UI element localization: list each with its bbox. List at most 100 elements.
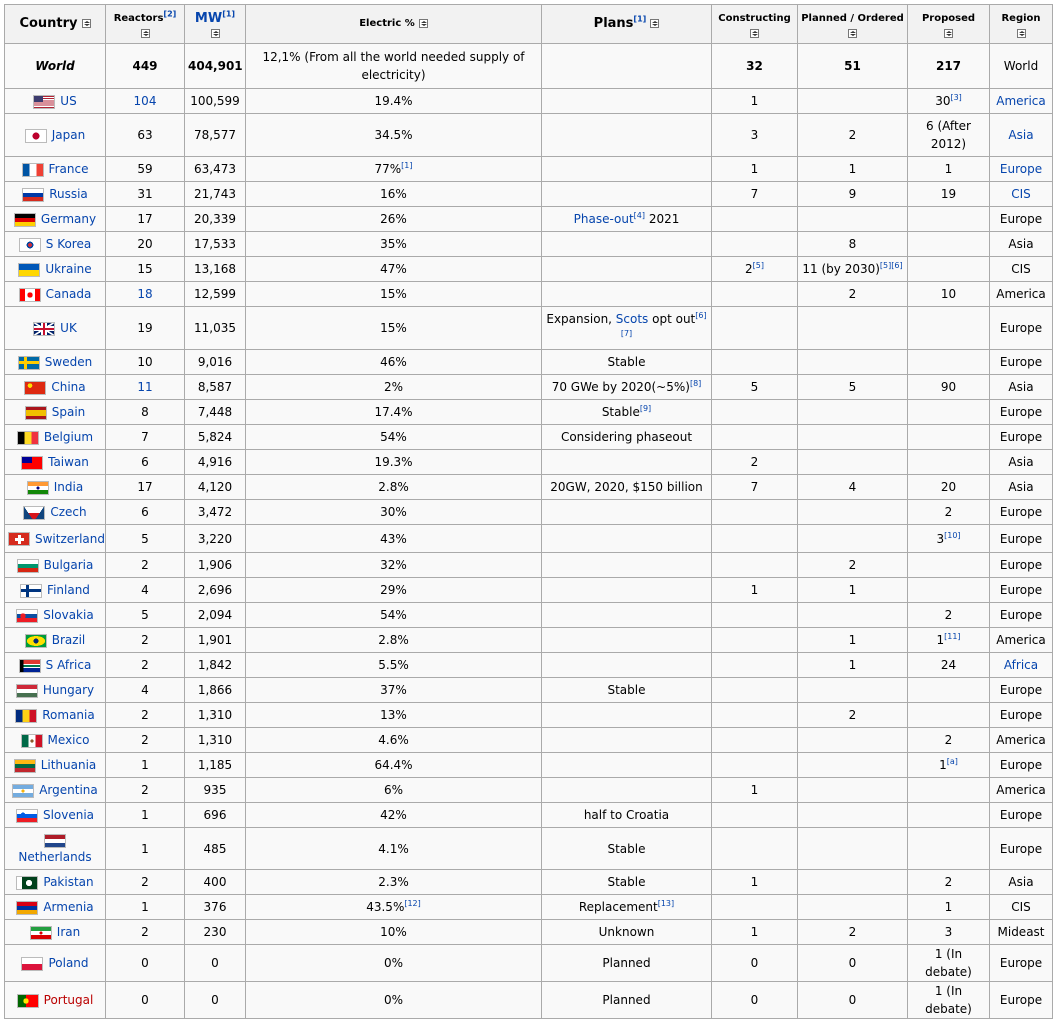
country-link[interactable]: Finland xyxy=(47,583,90,597)
mw-cell: 1,901 xyxy=(184,627,246,653)
region-link[interactable]: Europe xyxy=(999,162,1043,176)
country-link[interactable]: Switzerland xyxy=(35,531,105,546)
region-cell: Africa xyxy=(989,652,1053,678)
constructing-cell xyxy=(711,827,798,870)
header-region[interactable]: Region xyxy=(989,4,1053,44)
ref-link[interactable]: [a] xyxy=(946,757,958,766)
table-row: Germany 17 20,339 26% Phase-out[4] 2021 Europ… xyxy=(4,206,1053,232)
country-link[interactable]: Russia xyxy=(49,187,88,201)
country-cell: India xyxy=(4,474,106,500)
header-planned[interactable]: Planned / Ordered xyxy=(797,4,908,44)
country-link[interactable]: Ukraine xyxy=(45,262,92,276)
sort-icon[interactable] xyxy=(1016,29,1026,38)
country-link[interactable]: Taiwan xyxy=(48,455,89,469)
country-link[interactable]: Netherlands xyxy=(18,849,92,864)
country-link[interactable]: Bulgaria xyxy=(43,558,94,572)
country-link[interactable]: S Korea xyxy=(45,237,92,251)
ref-link[interactable]: [10] xyxy=(944,530,961,540)
ref-link[interactable]: [3] xyxy=(950,93,962,102)
sort-icon[interactable] xyxy=(944,29,953,38)
country-link[interactable]: S Africa xyxy=(45,658,92,672)
ref-link[interactable]: [12] xyxy=(404,899,421,908)
ref-link[interactable]: [1] xyxy=(633,14,647,24)
country-link[interactable]: Lithuania xyxy=(40,758,97,772)
country-link[interactable]: Romania xyxy=(42,708,95,722)
region-link[interactable]: America xyxy=(996,94,1046,108)
ref-link[interactable]: [1] xyxy=(401,161,413,170)
region-link[interactable]: CIS xyxy=(1011,187,1031,201)
sort-icon[interactable] xyxy=(140,29,150,38)
ref-link[interactable]: [9] xyxy=(639,404,652,413)
sort-icon[interactable] xyxy=(650,19,660,28)
country-link[interactable]: France xyxy=(48,162,89,176)
country-link[interactable]: India xyxy=(53,480,84,494)
mw-cell: 1,310 xyxy=(184,702,246,728)
country-link[interactable]: China xyxy=(51,380,86,394)
header-country[interactable]: Country xyxy=(4,4,106,44)
ref-link[interactable]: [2] xyxy=(163,9,177,19)
reactors-link[interactable]: 104 xyxy=(133,94,157,108)
country-link[interactable]: Iran xyxy=(56,925,81,939)
country-link[interactable]: Czech xyxy=(50,505,87,519)
reactors-cell: 2 xyxy=(105,919,185,945)
country-link[interactable]: UK xyxy=(60,321,77,335)
region-cell: America xyxy=(989,727,1053,753)
planned-cell xyxy=(797,349,908,375)
country-link[interactable]: Canada xyxy=(45,287,92,301)
sort-icon[interactable] xyxy=(750,29,759,38)
electric-cell: 42% xyxy=(245,802,542,828)
ref-link[interactable]: [11] xyxy=(944,632,961,641)
region-link[interactable]: Africa xyxy=(1003,658,1039,672)
mw-cell: 5,824 xyxy=(184,424,246,450)
country-link[interactable]: US xyxy=(60,94,77,108)
ref-link[interactable]: [1] xyxy=(222,9,236,19)
country-link[interactable]: Germany xyxy=(40,212,97,226)
ref-link[interactable]: [4] xyxy=(633,211,646,220)
proposed-cell: 2 xyxy=(907,869,990,895)
region-cell: Europe xyxy=(989,424,1053,450)
country-link[interactable]: Japan xyxy=(51,128,86,142)
header-constructing[interactable]: Constructing xyxy=(711,4,798,44)
country-link[interactable]: Belgium xyxy=(43,430,94,444)
country-link[interactable]: Portugal xyxy=(43,993,94,1007)
ref-link[interactable]: [13] xyxy=(657,899,675,908)
reactors-cell: 2 xyxy=(105,552,185,578)
country-link[interactable]: Mexico xyxy=(47,733,90,747)
sort-icon[interactable] xyxy=(418,18,428,28)
planned-cell: 8 xyxy=(797,231,908,257)
ref-link[interactable]: [5][6] xyxy=(879,261,903,270)
plans-link[interactable]: Scots xyxy=(615,312,649,326)
country-link[interactable]: Slovenia xyxy=(42,808,95,822)
reactors-cell: 1 xyxy=(105,827,185,870)
ref-link[interactable]: [5] xyxy=(752,261,764,270)
country-link[interactable]: Brazil xyxy=(51,633,86,647)
header-plans[interactable]: Plans[1] xyxy=(541,4,712,44)
country-link[interactable]: Sweden xyxy=(44,355,93,369)
country-link[interactable]: Argentina xyxy=(39,783,98,797)
country-link[interactable]: Slovakia xyxy=(43,608,94,622)
header-mw[interactable]: MW[1] xyxy=(184,4,246,44)
reactors-link[interactable]: 18 xyxy=(137,287,153,301)
planned-cell xyxy=(797,602,908,628)
region-link[interactable]: Asia xyxy=(1008,128,1034,142)
header-proposed[interactable]: Proposed xyxy=(907,4,990,44)
plans-text: half to Croatia xyxy=(583,808,670,822)
ref-link[interactable]: [6][7] xyxy=(620,311,707,338)
country-link[interactable]: Armenia xyxy=(43,900,94,914)
country-link[interactable]: Spain xyxy=(51,405,86,419)
plans-link[interactable]: Phase-out xyxy=(573,212,634,226)
header-reactors[interactable]: Reactors[2] xyxy=(105,4,185,44)
sort-icon[interactable] xyxy=(848,29,857,38)
country-link[interactable]: Pakistan xyxy=(43,875,94,889)
sort-icon[interactable] xyxy=(210,29,220,38)
header-mw-link[interactable]: MW xyxy=(194,11,223,26)
ref-link[interactable]: [8] xyxy=(689,379,702,388)
plans-cell xyxy=(541,231,712,257)
country-link[interactable]: Hungary xyxy=(42,683,95,697)
constructing-cell: 5 xyxy=(711,374,798,400)
country-link[interactable]: Poland xyxy=(48,956,89,970)
sort-icon[interactable] xyxy=(81,19,91,28)
country-cell: Spain xyxy=(4,399,106,425)
header-electric[interactable]: Electric % xyxy=(245,4,542,44)
reactors-link[interactable]: 11 xyxy=(137,380,153,394)
